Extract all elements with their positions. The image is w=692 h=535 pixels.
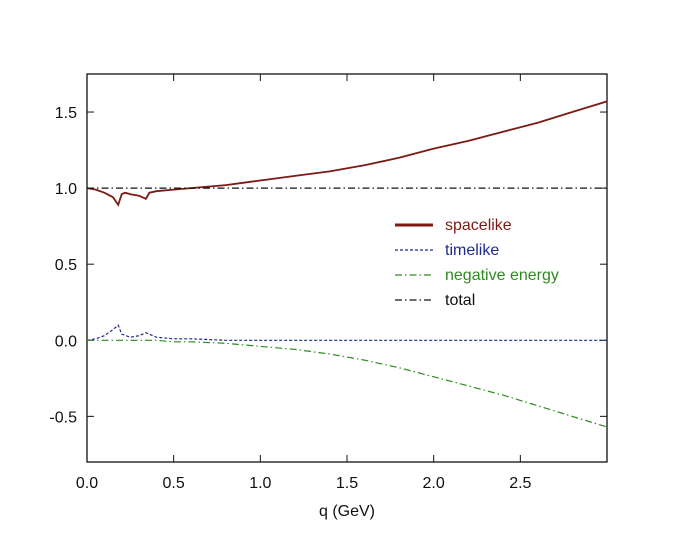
series-line-negative-energy [87, 339, 608, 428]
x-tick-label: 1.0 [249, 475, 271, 492]
y-tick-label: 1.5 [55, 105, 77, 122]
legend-label: total [445, 292, 475, 309]
x-tick-label: 2.0 [423, 475, 445, 492]
x-axis-title: q (GeV) [319, 503, 375, 520]
legend-label: timelike [445, 242, 499, 259]
plot-frame [86, 73, 608, 463]
series-lines [86, 100, 608, 428]
x-tick-label: 2.5 [509, 475, 531, 492]
x-tick-label: 0.0 [76, 475, 98, 492]
series-line-spacelike [86, 100, 608, 207]
axis-ticks: 0.0 0.5 1.0 1.5 2.0 2.5 -0.5 0.0 0.5 1.0 1.5 [49, 74, 607, 492]
x-tick-label: 1.5 [336, 475, 358, 492]
legend-label: negative energy [445, 267, 559, 284]
x-tick-label: 0.5 [163, 475, 185, 492]
y-tick-label: 0.5 [55, 257, 77, 274]
legend: spacelike timelike negative energy total [395, 217, 559, 309]
series-line-timelike [86, 324, 607, 341]
y-tick-label: -0.5 [49, 409, 77, 426]
legend-label: spacelike [445, 217, 512, 234]
y-tick-label: 1.0 [55, 181, 77, 198]
y-tick-label: 0.0 [55, 333, 77, 350]
